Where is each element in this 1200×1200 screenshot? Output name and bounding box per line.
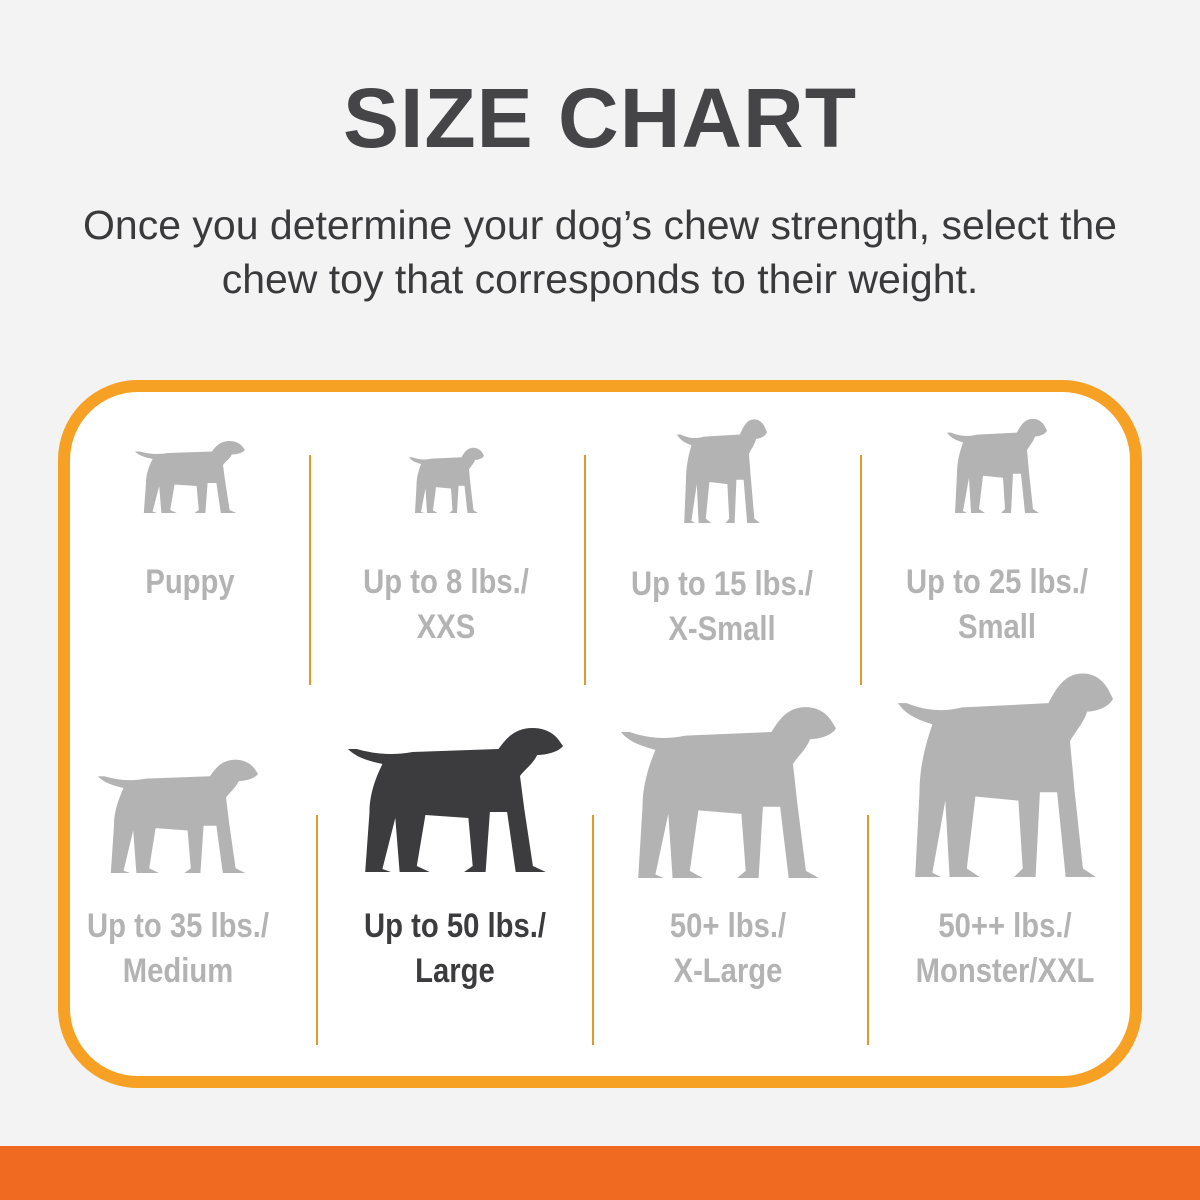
size-label-line-1: Up to 50 lbs./ bbox=[364, 907, 546, 945]
size-label-line-1: Up to 35 lbs./ bbox=[87, 907, 269, 945]
size-label: Up to 8 lbs./ XXS bbox=[317, 560, 575, 650]
chihuahua-icon bbox=[408, 447, 484, 513]
size-label: Up to 15 lbs./ X-Small bbox=[593, 562, 851, 652]
size-label-line-1: 50+ lbs./ bbox=[669, 907, 787, 945]
size-label-line-1: Up to 25 lbs./ bbox=[906, 563, 1088, 601]
great-dane-icon bbox=[897, 673, 1113, 877]
divider bbox=[860, 455, 862, 685]
puppy-icon bbox=[135, 441, 245, 513]
divider bbox=[592, 815, 594, 1045]
divider bbox=[309, 455, 311, 685]
divider bbox=[584, 455, 586, 685]
page-subtitle: Once you determine your dog’s chew stren… bbox=[0, 198, 1200, 306]
shepherd-icon bbox=[620, 707, 836, 878]
size-label-line-2: XXS bbox=[416, 608, 476, 646]
size-label-line-1: Puppy bbox=[145, 563, 235, 601]
size-label-line-2: X-Small bbox=[668, 610, 776, 648]
size-label: 50+ lbs./ X-Large bbox=[599, 904, 857, 994]
page-title: SIZE CHART bbox=[343, 71, 857, 165]
subtitle-line-2: chew toy that corresponds to their weigh… bbox=[221, 256, 979, 302]
size-label: Puppy bbox=[61, 560, 319, 605]
beagle-icon bbox=[98, 759, 258, 873]
size-label: Up to 25 lbs./ Small bbox=[868, 560, 1126, 650]
divider bbox=[316, 815, 318, 1045]
size-label-line-1: 50++ lbs./ bbox=[938, 907, 1072, 945]
size-label-line-1: Up to 8 lbs./ bbox=[363, 563, 529, 601]
size-label: Up to 35 lbs./ Medium bbox=[49, 904, 307, 994]
size-label-line-2: Small bbox=[957, 608, 1037, 646]
size-label-line-2: X-Large bbox=[673, 952, 783, 990]
toy-terrier-icon bbox=[677, 419, 767, 523]
size-label-line-2: Monster/XXL bbox=[915, 952, 1095, 990]
labrador-icon bbox=[347, 728, 563, 872]
size-label: Up to 50 lbs./ Large bbox=[326, 904, 584, 994]
size-label-line-2: Large bbox=[415, 952, 495, 990]
size-label-line-2: Medium bbox=[122, 952, 234, 990]
subtitle-line-1: Once you determine your dog’s chew stren… bbox=[83, 202, 1117, 248]
footer-bar bbox=[0, 1146, 1200, 1200]
size-label: 50++ lbs./ Monster/XXL bbox=[876, 904, 1134, 994]
divider bbox=[867, 815, 869, 1045]
yorkie-icon bbox=[947, 418, 1047, 513]
size-label-line-1: Up to 15 lbs./ bbox=[631, 565, 813, 603]
